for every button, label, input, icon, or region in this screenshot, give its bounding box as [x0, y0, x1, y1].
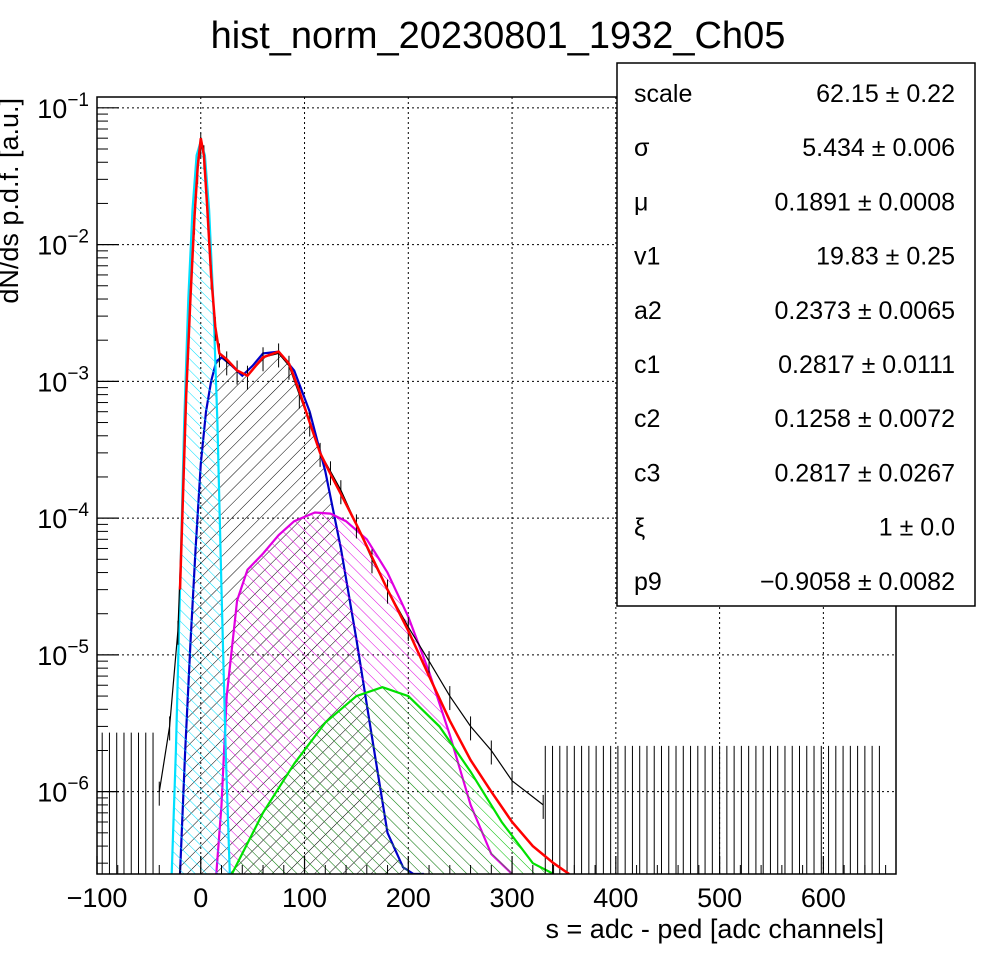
x-axis: −100 0 100 200 300 400 500 600: [67, 856, 887, 913]
y-axis-label: dN/ds p.d.f. [a.u.]: [0, 98, 24, 304]
stats-param-name: v1: [634, 243, 660, 271]
y-tick-label: 10−6: [37, 774, 89, 808]
stats-param-value: 19.83 ± 0.25: [816, 243, 955, 271]
stats-param-name: c2: [634, 405, 660, 433]
stats-param-name: scale: [634, 80, 692, 108]
stats-param-name: μ: [634, 188, 648, 216]
x-tick-label: 200: [386, 883, 431, 913]
stats-param-name: p9: [634, 568, 662, 596]
plot-area: [101, 133, 880, 874]
stats-box-frame: [616, 62, 976, 607]
stats-param-name: ξ: [634, 514, 645, 542]
triple-pe-component-line: [230, 686, 555, 874]
y-tick-label: 10−3: [37, 363, 89, 397]
pedestal-component-fill: [171, 141, 230, 874]
stats-param-value: 0.2373 ± 0.0065: [774, 297, 955, 325]
x-tick-label: 100: [282, 883, 327, 913]
y-tick-label: 10−2: [37, 227, 89, 261]
stats-param-value: 0.2817 ± 0.0267: [774, 459, 955, 487]
triple-pe-component-fill: [231, 687, 554, 874]
x-tick-label: 500: [697, 883, 742, 913]
y-tick-label: 10−4: [37, 500, 89, 534]
stats-param-name: c3: [634, 459, 660, 487]
stats-param-value: 0.2817 ± 0.0111: [778, 351, 955, 379]
stats-param-value: −0.9058 ± 0.0082: [760, 568, 955, 596]
y-axis: 10−6 10−5 10−4 10−3 10−2 10−1: [37, 90, 119, 864]
x-tick-label: 400: [593, 883, 638, 913]
stats-param-value: 0.1891 ± 0.0008: [774, 188, 955, 216]
x-tick-label: 300: [490, 883, 535, 913]
stats-param-name: c1: [634, 351, 660, 379]
y-tick-label: 10−5: [37, 637, 89, 671]
stats-param-value: 62.15 ± 0.22: [816, 80, 955, 108]
x-tick-label: −100: [67, 883, 128, 913]
x-axis-label: s = adc - ped [adc channels]: [546, 914, 884, 944]
stats-param-value: 5.434 ± 0.006: [802, 134, 955, 162]
x-tick-label: 0: [193, 883, 208, 913]
x-tick-label: 600: [801, 883, 846, 913]
chart-title: hist_norm_20230801_1932_Ch05: [211, 15, 786, 57]
stats-param-value: 1 ± 0.0: [879, 514, 955, 542]
stats-box: scale 62.15 ± 0.22 σ 5.434 ± 0.006 μ 0.1891 ±…: [616, 62, 976, 607]
stats-param-name: a2: [634, 297, 662, 325]
double-pe-component-line: [215, 511, 513, 874]
stats-param-name: σ: [634, 134, 650, 162]
total-fit-line: [178, 137, 570, 874]
stats-param-value: 0.1258 ± 0.0072: [774, 405, 955, 433]
y-tick-label: 10−1: [37, 90, 89, 124]
